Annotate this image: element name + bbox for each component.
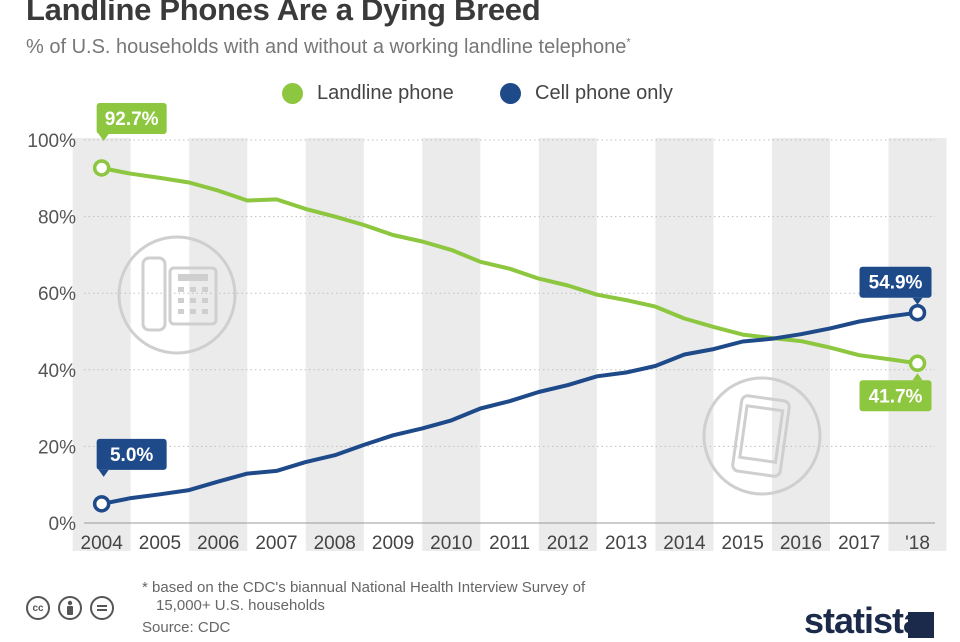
landline-icon-key: [202, 309, 208, 314]
label-cell-last: 54.9%: [859, 266, 932, 305]
value-label-text: 54.9%: [869, 273, 923, 294]
statista-logo-icon: [908, 612, 934, 638]
x-tick-label: 2006: [197, 533, 239, 554]
footnote: * based on the CDC's biannual National H…: [142, 579, 585, 615]
landline-icon-key: [178, 287, 184, 292]
x-tick-label: 2011: [489, 533, 530, 554]
landline-icon-key: [190, 309, 196, 314]
landline-icon-display: [178, 274, 208, 281]
series-end-marker: [908, 354, 927, 373]
legend-swatch-cell: [500, 83, 521, 104]
value-label-pointer: [912, 297, 923, 305]
year-band: [538, 138, 597, 551]
label-landline-last: 41.7%: [859, 373, 932, 412]
year-band: [72, 138, 131, 551]
value-label-text: 5.0%: [110, 445, 153, 466]
smartphone-icon: [702, 376, 822, 496]
legend-swatch-landline: [282, 83, 303, 104]
legend: Landline phone Cell phone only: [0, 82, 960, 112]
x-tick-label: 2015: [722, 533, 764, 554]
x-tick-label: 2017: [838, 533, 880, 554]
year-band: [422, 138, 481, 551]
value-label-box: [859, 266, 932, 298]
value-label-pointer: [98, 469, 109, 477]
year-band: [655, 138, 714, 551]
line-chart: 0% 20% 40% 60% 80% 100% 2004 2005 2006 2007 2008 20…: [27, 102, 947, 554]
label-cell-first: 5.0%: [96, 438, 167, 477]
legend-item-landline: Landline phone: [282, 82, 454, 105]
landline-icon-key: [202, 287, 208, 292]
value-label-pointer: [912, 373, 923, 381]
x-tick-label: 2007: [255, 533, 297, 554]
y-tick-label: 60%: [38, 284, 76, 305]
value-label-text: 92.7%: [105, 109, 159, 130]
y-tick-label: 40%: [38, 361, 76, 382]
subtitle-footnote-mark: *: [626, 36, 631, 49]
license-icons: cc: [26, 596, 122, 620]
x-tick-label: '18: [905, 533, 930, 554]
no-derivatives-icon: [90, 596, 114, 620]
x-tick-label: 2010: [430, 533, 472, 554]
legend-item-cell: Cell phone only: [500, 82, 673, 105]
series-end-marker: [908, 303, 927, 322]
legend-label-landline: Landline phone: [317, 82, 454, 104]
smartphone-icon-ring: [702, 376, 822, 496]
creative-commons-icon: cc: [26, 596, 50, 620]
footnote-line-1: * based on the CDC's biannual National H…: [142, 579, 586, 596]
legend-label-cell: Cell phone only: [535, 82, 673, 104]
attribution-icon: [58, 596, 82, 620]
subtitle-text: % of U.S. households with and without a …: [26, 36, 627, 58]
x-tick-label: 2016: [780, 533, 822, 554]
chart-subtitle: % of U.S. households with and without a …: [26, 36, 631, 59]
smartphone-icon-body: [731, 394, 791, 478]
chart-title: Landline Phones Are a Dying Breed: [26, 0, 541, 27]
landline-icon-key: [190, 298, 196, 303]
landline-icon-ring: [117, 235, 237, 355]
value-label-text: 41.7%: [869, 386, 923, 407]
landline-icon-key: [190, 287, 196, 292]
value-label-box: [96, 438, 167, 470]
x-tick-label: 2004: [81, 533, 124, 554]
y-tick-label: 80%: [38, 208, 76, 229]
landline-icon-handset: [141, 256, 167, 332]
series-end-marker: [92, 495, 111, 513]
series-end-marker: [92, 159, 111, 177]
value-label-box: [96, 102, 167, 134]
value-label-box: [859, 380, 932, 412]
landline-phone-icon: [117, 235, 237, 355]
y-tick-label: 0%: [49, 514, 77, 535]
x-tick-label: 2014: [663, 533, 706, 554]
year-band: [888, 138, 947, 551]
landline-icon-body: [168, 266, 218, 326]
label-landline-first: 92.7%: [96, 102, 167, 141]
series-line-cell: [99, 310, 920, 506]
smartphone-icon-screen: [738, 404, 785, 464]
x-tick-label: 2005: [139, 533, 181, 554]
value-label-pointer: [98, 133, 109, 141]
statista-logo-text[interactable]: statista: [804, 600, 923, 641]
year-band: [305, 138, 364, 551]
x-tick-label: 2009: [372, 533, 414, 554]
x-tick-label: 2008: [314, 533, 356, 554]
landline-icon-key: [178, 309, 184, 314]
y-tick-label: 20%: [38, 437, 76, 458]
x-tick-label: 2012: [547, 533, 589, 554]
landline-icon-key: [178, 298, 184, 303]
x-tick-label: 2013: [605, 533, 647, 554]
y-tick-label: 100%: [27, 131, 76, 152]
landline-icon-key: [202, 298, 208, 303]
footnote-line-2: 15,000+ U.S. households: [156, 597, 325, 614]
